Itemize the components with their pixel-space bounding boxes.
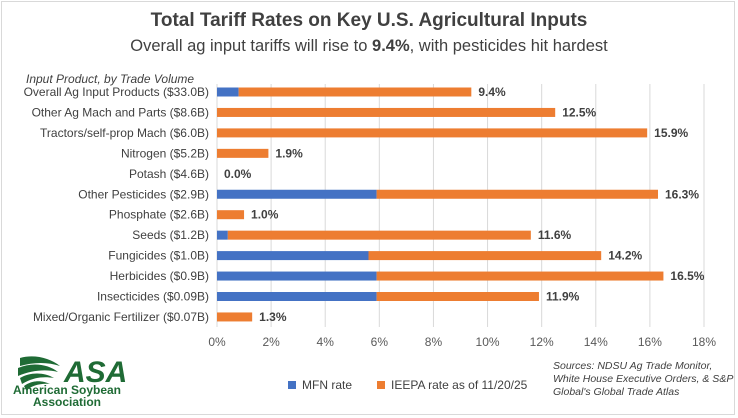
bar-mfn [217,87,239,97]
x-tick-label: 16% [638,335,662,349]
legend-swatch-mfn [288,381,296,389]
bar-ieepa [217,128,648,138]
logo-line-2: Association [32,395,101,409]
subtitle-pre: Overall ag input tariffs will rise to [130,37,373,55]
category-label: Other Pesticides ($2.9B) [78,187,209,201]
bar-ieepa [238,87,472,97]
bars [217,87,664,322]
category-label: Herbicides ($0.9B) [110,269,209,283]
x-tick-label: 14% [584,335,608,349]
subtitle-highlight: 9.4% [372,37,410,55]
legend-label-ieepa: IEEPA rate as of 11/20/25 [391,378,528,392]
data-label: 9.4% [478,85,506,99]
x-tick-label: 6% [371,335,389,349]
bar-ieepa [376,292,539,301]
data-label: 12.5% [562,105,596,119]
bar-ieepa [217,148,269,158]
data-label: 1.9% [275,146,303,160]
legend-label-mfn: MFN rate [302,378,353,392]
category-label: Seeds ($1.2B) [132,228,209,242]
logo-wordmark: American Soybean Association [12,384,122,408]
bar-mfn [217,271,377,281]
category-label: Other Ag Mach and Parts ($8.6B) [32,105,209,119]
data-label: 16.5% [670,269,704,283]
x-tick-label: 4% [317,335,335,349]
bar-ieepa [217,312,253,322]
bar-mfn [217,189,377,199]
x-tick-label: 2% [262,335,280,349]
category-label: Phosphate ($2.6B) [109,208,209,222]
x-tick-label: 0% [208,335,226,349]
bar-mfn [217,292,377,301]
bar-ieepa [217,210,245,220]
x-tick-label: 12% [530,335,554,349]
chart-subtitle: Overall ag input tariffs will rise to 9.… [0,37,738,56]
x-tick-label: 8% [425,335,443,349]
category-label: Nitrogen ($5.2B) [121,146,209,160]
labels: 0% 2% 4% 6% 8% 10% 12% 14% 16% 18% Overall Ag Inpu… [24,85,717,349]
category-label: Overall Ag Input Products ($33.0B) [24,85,209,99]
data-label: 0.0% [224,167,252,181]
category-label: Insecticides ($0.09B) [97,290,209,304]
asa-logo-icon: ASA [18,356,127,390]
logo-line-1: American Soybean [12,383,122,397]
source-note: Sources: NDSU Ag Trade Monitor, White Ho… [553,360,733,398]
data-label: 14.2% [608,249,642,263]
logo-mark: ASA [63,356,127,389]
y-axis-title: Input Product, by Trade Volume [26,72,195,86]
legend-item-mfn: MFN rate [288,378,352,392]
data-label: 11.6% [538,228,572,242]
data-label: 15.9% [654,126,688,140]
bar-mfn [217,230,228,240]
data-label: 16.3% [665,187,699,201]
category-label: Tractors/self-prop Mach ($6.0B) [40,126,209,140]
chart-title: Total Tariff Rates on Key U.S. Agricultu… [150,10,588,31]
x-tick-label: 10% [476,335,500,349]
gridlines [216,84,705,327]
bar-ieepa [368,251,602,261]
data-label: 11.9% [546,290,580,304]
bar-mfn [217,251,369,261]
category-label: Mixed/Organic Fertilizer ($0.07B) [33,310,209,324]
subtitle-post: , with pesticides hit hardest [409,37,608,55]
x-tick-label: 18% [692,335,716,349]
bar-ieepa [227,230,531,240]
legend-swatch-ieepa [377,381,385,389]
bar-ieepa [376,271,664,281]
bar-ieepa [376,189,659,199]
bar-ieepa [217,107,556,117]
data-label: 1.3% [259,310,287,324]
data-label: 1.0% [251,208,279,222]
legend-item-ieepa: IEEPA rate as of 11/20/25 [377,378,527,392]
category-label: Fungicides ($1.0B) [108,249,209,263]
category-label: Potash ($4.6B) [129,167,209,181]
